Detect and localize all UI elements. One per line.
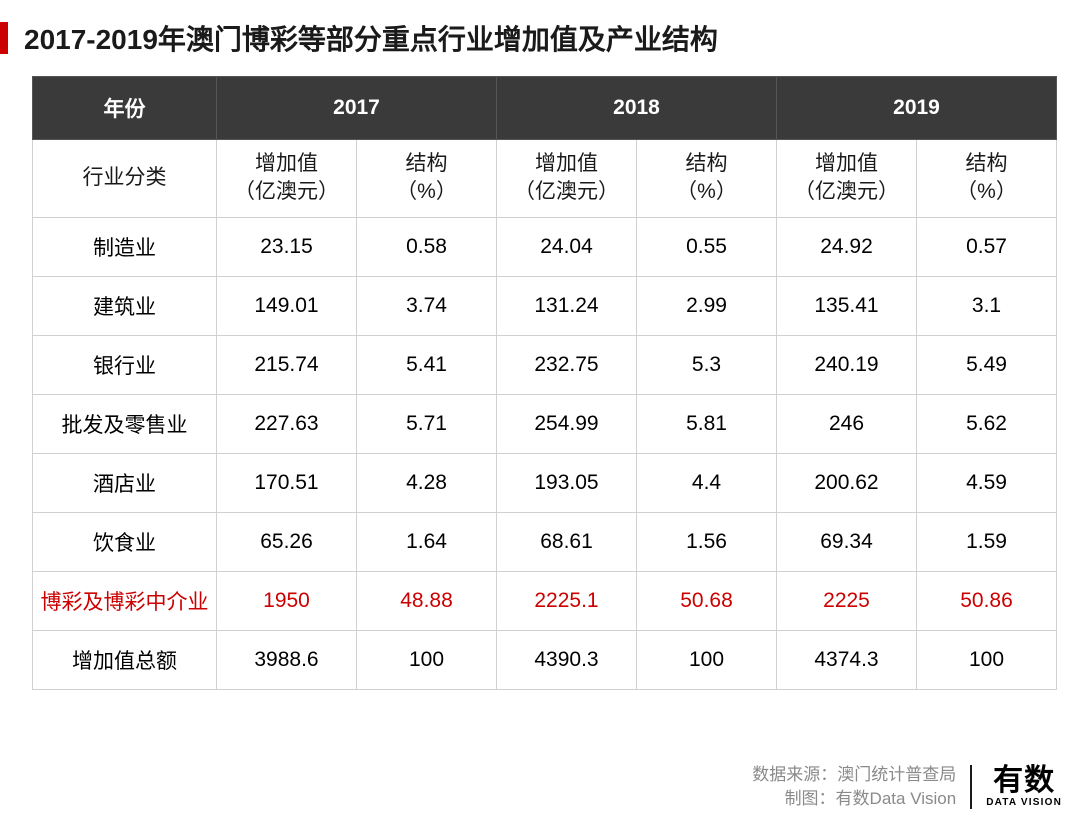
footer-divider — [970, 765, 972, 809]
data-cell: 2225.1 — [497, 571, 637, 630]
data-cell: 5.3 — [637, 335, 777, 394]
table-body: 制造业23.150.5824.040.5524.920.57建筑业149.013… — [33, 217, 1057, 689]
data-cell: 4374.3 — [777, 630, 917, 689]
industry-table: 年份 2017 2018 2019 行业分类 增加值（亿澳元） 结构（%） 增加… — [32, 76, 1057, 690]
category-cell: 饮食业 — [33, 512, 217, 571]
share-header: 结构（%） — [357, 140, 497, 218]
data-cell: 24.92 — [777, 217, 917, 276]
title-bar: 2017-2019年澳门博彩等部分重点行业增加值及产业结构 — [0, 0, 1080, 76]
value-header: 增加值（亿澳元） — [217, 140, 357, 218]
data-cell: 100 — [637, 630, 777, 689]
data-cell: 5.41 — [357, 335, 497, 394]
data-cell: 69.34 — [777, 512, 917, 571]
share-header: 结构（%） — [637, 140, 777, 218]
category-cell: 建筑业 — [33, 276, 217, 335]
data-cell: 3.1 — [917, 276, 1057, 335]
value-header: 增加值（亿澳元） — [497, 140, 637, 218]
category-cell: 博彩及博彩中介业 — [33, 571, 217, 630]
table-year-row: 年份 2017 2018 2019 — [33, 77, 1057, 140]
data-cell: 5.62 — [917, 394, 1057, 453]
table-subheader-row: 行业分类 增加值（亿澳元） 结构（%） 增加值（亿澳元） 结构（%） 增加值（亿… — [33, 140, 1057, 218]
data-cell: 48.88 — [357, 571, 497, 630]
data-cell: 5.71 — [357, 394, 497, 453]
table-row: 制造业23.150.5824.040.5524.920.57 — [33, 217, 1057, 276]
category-cell: 酒店业 — [33, 453, 217, 512]
data-cell: 0.57 — [917, 217, 1057, 276]
data-cell: 227.63 — [217, 394, 357, 453]
year-header-2017: 2017 — [217, 77, 497, 140]
data-cell: 50.86 — [917, 571, 1057, 630]
table-row: 增加值总额3988.61004390.31004374.3100 — [33, 630, 1057, 689]
data-cell: 24.04 — [497, 217, 637, 276]
logo-sub: DATA VISION — [986, 798, 1062, 808]
data-cell: 23.15 — [217, 217, 357, 276]
data-cell: 5.49 — [917, 335, 1057, 394]
year-label-header: 年份 — [33, 77, 217, 140]
logo: 有数 DATA VISION — [986, 766, 1062, 808]
logo-main: 有数 — [993, 766, 1055, 796]
page-title: 2017-2019年澳门博彩等部分重点行业增加值及产业结构 — [24, 18, 718, 58]
category-cell: 批发及零售业 — [33, 394, 217, 453]
table-row: 批发及零售业227.635.71254.995.812465.62 — [33, 394, 1057, 453]
data-cell: 4.4 — [637, 453, 777, 512]
data-cell: 135.41 — [777, 276, 917, 335]
data-cell: 240.19 — [777, 335, 917, 394]
footer-text: 数据来源：澳门统计普查局 制图：有数Data Vision — [752, 763, 956, 812]
data-cell: 4.28 — [357, 453, 497, 512]
data-cell: 1.59 — [917, 512, 1057, 571]
title-accent — [0, 22, 8, 54]
share-header: 结构（%） — [917, 140, 1057, 218]
data-cell: 4.59 — [917, 453, 1057, 512]
year-header-2019: 2019 — [777, 77, 1057, 140]
data-cell: 215.74 — [217, 335, 357, 394]
data-cell: 131.24 — [497, 276, 637, 335]
data-cell: 170.51 — [217, 453, 357, 512]
data-cell: 1.64 — [357, 512, 497, 571]
category-cell: 制造业 — [33, 217, 217, 276]
year-header-2018: 2018 — [497, 77, 777, 140]
table-row: 博彩及博彩中介业195048.882225.150.68222550.86 — [33, 571, 1057, 630]
footer: 数据来源：澳门统计普查局 制图：有数Data Vision 有数 DATA VI… — [752, 763, 1062, 812]
data-cell: 2225 — [777, 571, 917, 630]
data-cell: 246 — [777, 394, 917, 453]
footer-credit: 制图：有数Data Vision — [752, 787, 956, 812]
data-cell: 100 — [917, 630, 1057, 689]
data-cell: 68.61 — [497, 512, 637, 571]
data-cell: 200.62 — [777, 453, 917, 512]
category-cell: 增加值总额 — [33, 630, 217, 689]
table-container: 年份 2017 2018 2019 行业分类 增加值（亿澳元） 结构（%） 增加… — [0, 76, 1080, 690]
data-cell: 254.99 — [497, 394, 637, 453]
category-header: 行业分类 — [33, 140, 217, 218]
value-header: 增加值（亿澳元） — [777, 140, 917, 218]
data-cell: 2.99 — [637, 276, 777, 335]
table-row: 银行业215.745.41232.755.3240.195.49 — [33, 335, 1057, 394]
data-cell: 1.56 — [637, 512, 777, 571]
data-cell: 149.01 — [217, 276, 357, 335]
data-cell: 0.55 — [637, 217, 777, 276]
data-cell: 193.05 — [497, 453, 637, 512]
data-cell: 50.68 — [637, 571, 777, 630]
data-cell: 232.75 — [497, 335, 637, 394]
data-cell: 100 — [357, 630, 497, 689]
data-cell: 0.58 — [357, 217, 497, 276]
table-row: 酒店业170.514.28193.054.4200.624.59 — [33, 453, 1057, 512]
data-cell: 3.74 — [357, 276, 497, 335]
data-cell: 3988.6 — [217, 630, 357, 689]
data-cell: 1950 — [217, 571, 357, 630]
table-row: 建筑业149.013.74131.242.99135.413.1 — [33, 276, 1057, 335]
data-cell: 5.81 — [637, 394, 777, 453]
data-cell: 4390.3 — [497, 630, 637, 689]
category-cell: 银行业 — [33, 335, 217, 394]
data-cell: 65.26 — [217, 512, 357, 571]
table-row: 饮食业65.261.6468.611.5669.341.59 — [33, 512, 1057, 571]
footer-source: 数据来源：澳门统计普查局 — [752, 763, 956, 788]
